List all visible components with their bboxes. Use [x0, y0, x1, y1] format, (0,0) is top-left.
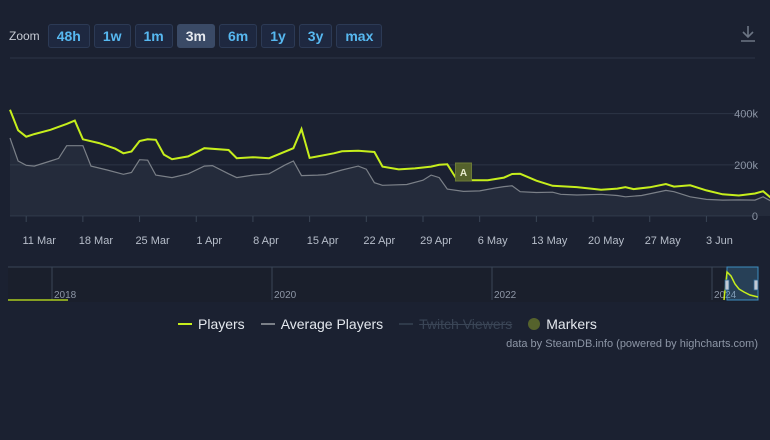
- legend-twitch-viewers[interactable]: Twitch Viewers: [399, 316, 512, 332]
- navigator-selection: [726, 266, 759, 301]
- average-legend-swatch: [260, 323, 275, 325]
- markers-legend-swatch: [528, 318, 541, 330]
- twitch-legend-swatch: [399, 323, 414, 325]
- navigator-year-label: 2024: [714, 290, 737, 301]
- x-tick-label: 13 May: [531, 235, 568, 247]
- navigator-series-recent: [723, 270, 759, 301]
- y-tick-label: 200k: [734, 160, 758, 172]
- zoom-label: Zoom: [9, 29, 40, 43]
- x-tick-label: 8 Apr: [253, 235, 279, 247]
- players-legend-swatch: [178, 323, 192, 325]
- zoom-1m-button[interactable]: 1m: [134, 24, 173, 48]
- zoom-48h-button[interactable]: 48h: [47, 24, 90, 48]
- legend-average-players[interactable]: Average Players: [260, 316, 384, 332]
- legend: Players Average Players Twitch Viewers M…: [178, 316, 597, 332]
- x-tick-label: 11 Mar: [22, 235, 56, 247]
- x-tick-label: 3 Jun: [706, 235, 733, 247]
- zoom-toolbar: Zoom 48h 1w 1m 3m 6m 1y 3y max: [9, 24, 383, 48]
- legend-average-label: Average Players: [280, 316, 384, 332]
- legend-markers-label: Markers: [546, 316, 597, 332]
- y-tick-label: 400k: [734, 109, 758, 121]
- y-tick-label: 0: [752, 211, 758, 223]
- navigator-handle-left: [724, 279, 730, 291]
- x-tick-label: 29 Apr: [420, 235, 452, 247]
- navigator-handle-right: [753, 279, 759, 291]
- average-area: [10, 138, 770, 216]
- x-tick-label: 25 Mar: [135, 235, 170, 247]
- navigator-year-label: 2022: [494, 290, 517, 301]
- navigator-background: [8, 267, 758, 302]
- zoom-1y-button[interactable]: 1y: [261, 24, 295, 48]
- main-chart: 0 200k 400k A 11 Mar 18 Mar 25 Mar 1 Apr 8 Apr 15…: [9, 57, 770, 247]
- zoom-max-button[interactable]: max: [336, 24, 383, 48]
- navigator-year-label: 2018: [54, 290, 77, 301]
- navigator-year-label: 2020: [274, 290, 297, 301]
- zoom-1w-button[interactable]: 1w: [93, 24, 131, 48]
- legend-markers[interactable]: Markers: [528, 316, 597, 332]
- x-tick-label: 20 May: [588, 235, 625, 247]
- marker-flag-label: A: [460, 168, 467, 179]
- navigator[interactable]: 2018 2020 2022 2024: [0, 262, 770, 307]
- x-tick-label: 22 Apr: [363, 235, 395, 247]
- x-tick-label: 15 Apr: [307, 235, 339, 247]
- players-line: [9, 109, 770, 199]
- credits-link[interactable]: data by SteamDB.info (powered by highcha…: [506, 338, 758, 350]
- legend-twitch-label: Twitch Viewers: [419, 316, 513, 332]
- marker-flag: [454, 162, 472, 182]
- x-tick-label: 6 May: [478, 235, 508, 247]
- zoom-3y-button[interactable]: 3y: [298, 24, 333, 48]
- zoom-6m-button[interactable]: 6m: [218, 24, 258, 48]
- legend-players[interactable]: Players: [178, 316, 245, 332]
- x-tick-label: 27 May: [645, 235, 682, 247]
- x-tick-label: 1 Apr: [196, 235, 222, 247]
- download-icon[interactable]: [738, 24, 758, 44]
- x-tick-label: 18 Mar: [79, 235, 114, 247]
- legend-players-label: Players: [198, 316, 245, 332]
- average-players-line: [9, 137, 770, 202]
- zoom-3m-button[interactable]: 3m: [176, 24, 215, 48]
